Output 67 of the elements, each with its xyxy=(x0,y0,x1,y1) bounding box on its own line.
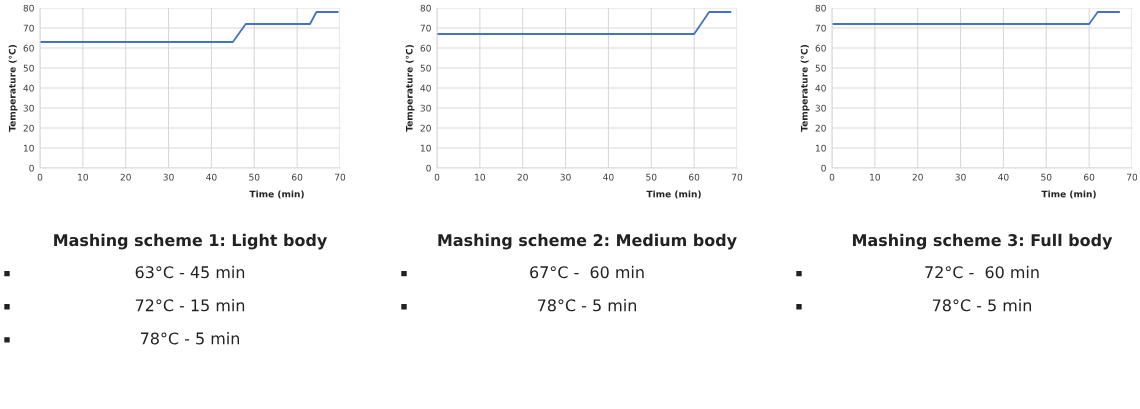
y-tick-label: 0 xyxy=(426,164,431,172)
x-tick-label: 70 xyxy=(1127,173,1138,181)
text: 78°C - 5 min xyxy=(537,298,637,312)
y-tick-label: 30 xyxy=(815,104,826,112)
text: 63°C - 45 min xyxy=(135,265,245,279)
x-tick-label: 60 xyxy=(292,173,303,181)
x-tick-label: 20 xyxy=(120,173,131,181)
y-axis-title: Temperature (°C) xyxy=(405,45,415,132)
y-tick-label: 10 xyxy=(23,144,34,152)
x-axis-title: Time (min) xyxy=(646,190,701,199)
y-tick-label: 70 xyxy=(815,24,826,32)
y-tick-label: 40 xyxy=(815,84,826,92)
x-tick-label: 30 xyxy=(163,173,174,181)
text: 67°C - 60 min xyxy=(530,265,644,279)
y-tick-label: 0 xyxy=(29,164,34,172)
x-tick-label: 30 xyxy=(955,173,966,181)
y-tick-label: 50 xyxy=(23,64,34,72)
x-tick-label: 20 xyxy=(517,173,528,181)
y-tick-label: 60 xyxy=(815,44,826,52)
x-tick-label: 60 xyxy=(689,173,700,181)
x-tick-label: 40 xyxy=(603,173,614,181)
x-tick-label: 20 xyxy=(912,173,923,181)
y-tick-label: 50 xyxy=(815,64,826,72)
text: 72°C - 60 min xyxy=(925,265,1039,279)
y-tick-label: 80 xyxy=(23,4,34,12)
y-tick-label: 80 xyxy=(420,4,431,12)
text: Mashing scheme 3: Full body xyxy=(853,233,1113,250)
y-tick-label: 60 xyxy=(420,44,431,52)
text: Mashing scheme 1: Light body xyxy=(54,233,327,250)
x-tick-label: 0 xyxy=(829,173,835,181)
x-tick-label: 70 xyxy=(732,173,743,181)
y-tick-label: 0 xyxy=(821,164,826,172)
x-axis-title: Time (min) xyxy=(249,190,304,199)
y-tick-label: 10 xyxy=(815,144,826,152)
x-axis-title: Time (min) xyxy=(1041,190,1096,199)
y-tick-label: 20 xyxy=(23,124,34,132)
x-tick-label: 60 xyxy=(1084,173,1095,181)
text: 72°C - 15 min xyxy=(135,298,245,312)
x-tick-label: 40 xyxy=(998,173,1009,181)
y-tick-label: 20 xyxy=(420,124,431,132)
x-tick-label: 30 xyxy=(560,173,571,181)
text: 78°C - 5 min xyxy=(932,298,1032,312)
x-tick-label: 50 xyxy=(249,173,260,181)
y-tick-label: 10 xyxy=(420,144,431,152)
x-tick-label: 10 xyxy=(870,173,880,181)
y-tick-label: 30 xyxy=(420,104,431,112)
y-tick-label: 40 xyxy=(23,84,34,92)
x-tick-label: 70 xyxy=(335,173,346,181)
y-tick-label: 30 xyxy=(23,104,34,112)
x-tick-label: 50 xyxy=(1041,173,1052,181)
y-tick-label: 60 xyxy=(23,44,34,52)
text: Mashing scheme 2: Medium body xyxy=(438,233,737,250)
x-tick-label: 10 xyxy=(78,173,88,181)
x-tick-label: 50 xyxy=(646,173,657,181)
y-tick-label: 80 xyxy=(815,4,826,12)
x-tick-label: 0 xyxy=(434,173,440,181)
x-tick-label: 40 xyxy=(206,173,217,181)
y-tick-label: 40 xyxy=(420,84,431,92)
x-tick-label: 0 xyxy=(37,173,43,181)
y-tick-label: 20 xyxy=(815,124,826,132)
y-tick-label: 70 xyxy=(420,24,431,32)
y-axis-title: Temperature (°C) xyxy=(8,45,18,132)
y-axis-title: Temperature (°C) xyxy=(800,45,810,132)
text: 78°C - 5 min xyxy=(140,332,240,345)
y-tick-label: 50 xyxy=(420,64,431,72)
x-tick-label: 10 xyxy=(475,173,485,181)
y-tick-label: 70 xyxy=(23,24,34,32)
